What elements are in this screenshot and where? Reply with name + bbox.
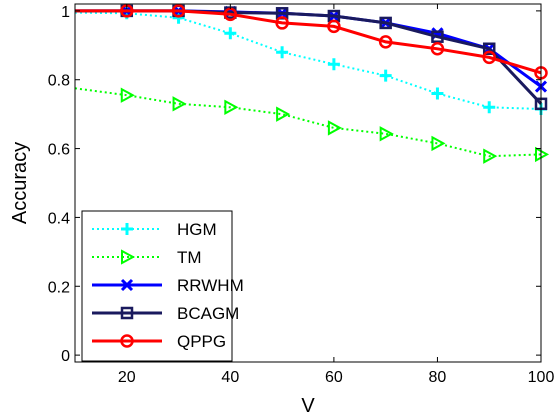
legend-label-bcagm: BCAGM — [177, 304, 239, 323]
x-tick-label: 60 — [325, 369, 343, 386]
x-axis-label: V — [301, 395, 315, 417]
axis-ticks: 20 40 60 80 100 0 0.2 0.4 0.6 0.8 1 — [48, 4, 555, 386]
data-point-tm — [327, 120, 342, 136]
legend-marker-tm — [121, 249, 136, 265]
series-qppg — [75, 4, 548, 80]
series-line-qppg — [75, 9, 542, 75]
data-point-hgm — [224, 27, 237, 40]
data-point-tm — [379, 126, 394, 142]
data-point-tm — [172, 96, 187, 112]
data-point-qppg — [378, 35, 393, 49]
y-tick-label: 0.6 — [48, 142, 70, 159]
data-point-tm — [224, 99, 239, 115]
data-point-qppg — [482, 50, 496, 65]
data-point-hgm — [379, 69, 392, 82]
legend-marker-hgm — [121, 223, 133, 235]
data-point-tm — [483, 148, 498, 164]
data-point-hgm — [483, 101, 496, 114]
y-tick-label: 0.2 — [48, 279, 70, 296]
data-point-hgm — [172, 11, 185, 24]
y-axis-label: Accuracy — [9, 142, 31, 224]
data-point-qppg — [430, 42, 445, 56]
legend-marker-rrwhm — [120, 278, 134, 292]
data-point-tm — [276, 106, 291, 122]
y-tick-label: 0 — [61, 348, 70, 365]
series-line-tm — [74, 87, 542, 158]
axes-box — [74, 3, 542, 363]
x-tick-label: 100 — [528, 369, 555, 386]
series-line-hgm — [74, 11, 542, 110]
x-tick-label: 20 — [118, 369, 136, 386]
data-point-hgm — [276, 46, 289, 59]
data-point-tm — [431, 135, 446, 152]
legend: HGM TM RRWHM BCAGM QPPG — [81, 210, 244, 362]
data-point-bcagm — [482, 42, 496, 55]
plot-area — [74, 4, 550, 164]
legend-label-tm: TM — [177, 248, 202, 267]
legend-label-rrwhm: RRWHM — [177, 276, 244, 295]
legend-label-hgm: HGM — [177, 220, 217, 239]
data-point-tm — [120, 87, 135, 103]
data-point-qppg — [275, 16, 289, 30]
data-point-bcagm — [431, 30, 444, 43]
data-point-qppg — [171, 4, 186, 18]
y-tick-label: 0.8 — [48, 73, 70, 90]
data-point-hgm — [431, 87, 444, 100]
data-point-qppg — [327, 19, 341, 34]
data-point-bcagm — [379, 16, 392, 30]
legend-label-qppg: QPPG — [177, 332, 226, 351]
x-tick-label: 40 — [221, 369, 239, 386]
legend-marker-qppg — [120, 334, 134, 348]
y-tick-label: 0.4 — [48, 210, 70, 227]
x-tick-label: 80 — [429, 369, 447, 386]
data-point-hgm — [327, 58, 340, 71]
y-tick-label: 1 — [61, 4, 70, 21]
legend-marker-bcagm — [120, 306, 134, 320]
